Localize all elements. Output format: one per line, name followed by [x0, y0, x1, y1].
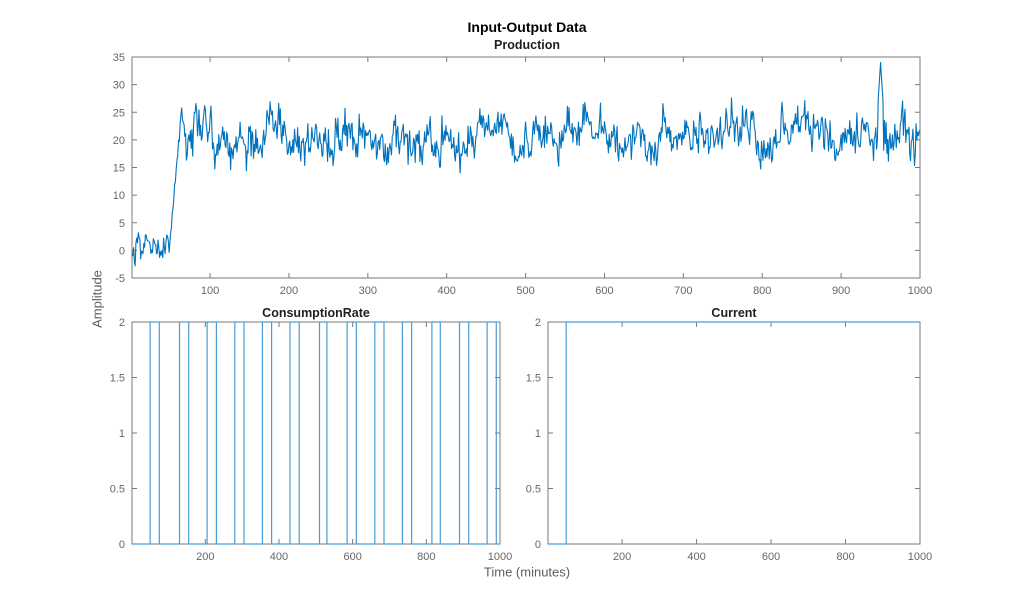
y-tick-label: 1.5 — [110, 373, 125, 385]
y-tick-label: 0 — [535, 539, 541, 551]
x-tick-label: 1000 — [908, 285, 932, 297]
y-tick-label: 0.5 — [526, 484, 541, 496]
y-tick-label: 25 — [113, 107, 125, 119]
subplot-title-production: Production — [494, 38, 560, 52]
x-tick-label: 400 — [438, 285, 456, 297]
x-tick-label: 500 — [516, 285, 534, 297]
x-tick-label: 600 — [762, 551, 780, 563]
y-tick-label: 30 — [113, 80, 125, 92]
y-tick-label: 0.5 — [110, 484, 125, 496]
x-tick-label: 100 — [201, 285, 219, 297]
x-tick-label: 600 — [595, 285, 613, 297]
y-tick-label: 2 — [119, 317, 125, 329]
y-tick-label: 1 — [535, 428, 541, 440]
x-tick-label: 900 — [832, 285, 850, 297]
x-tick-label: 1000 — [908, 551, 932, 563]
current-line — [548, 321, 920, 545]
x-tick-label: 200 — [196, 551, 214, 563]
production-line — [131, 61, 921, 267]
subplot-title-consumptionrate: ConsumptionRate — [262, 306, 370, 320]
x-tick-label: 800 — [753, 285, 771, 297]
y-tick-label: 10 — [113, 190, 125, 202]
y-tick-label: 35 — [113, 52, 125, 64]
x-tick-label: 800 — [417, 551, 435, 563]
x-tick-label: 200 — [613, 551, 631, 563]
x-tick-label: 600 — [343, 551, 361, 563]
x-tick-label: 200 — [280, 285, 298, 297]
y-tick-label: 0 — [119, 245, 125, 257]
x-tick-label: 400 — [270, 551, 288, 563]
production-axes-box — [131, 56, 921, 279]
y-tick-label: 1 — [119, 428, 125, 440]
y-tick-label: 20 — [113, 135, 125, 147]
y-tick-label: 2 — [535, 317, 541, 329]
y-axis-label: Amplitude — [89, 270, 105, 328]
x-tick-label: 1000 — [488, 551, 512, 563]
figure-title: Input-Output Data — [467, 19, 587, 35]
subplot-title-current: Current — [711, 306, 757, 320]
x-tick-label: 400 — [687, 551, 705, 563]
x-axis-label: Time (minutes) — [483, 564, 571, 580]
y-tick-label: -5 — [115, 273, 125, 285]
x-tick-label: 300 — [359, 285, 377, 297]
consumption_rate-axes-box — [131, 321, 501, 545]
y-tick-label: 1.5 — [526, 373, 541, 385]
current-axes-box — [547, 321, 921, 545]
x-tick-label: 800 — [836, 551, 854, 563]
consumption_rate-line — [132, 321, 500, 545]
y-tick-label: 0 — [119, 539, 125, 551]
y-tick-label: 15 — [113, 163, 125, 175]
y-tick-label: 5 — [119, 218, 125, 230]
x-tick-label: 700 — [674, 285, 692, 297]
